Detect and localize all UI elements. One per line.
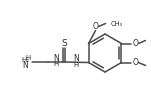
Text: CH₃: CH₃ (150, 62, 151, 68)
Text: O: O (133, 39, 138, 48)
Text: H₂: H₂ (21, 57, 29, 63)
Text: H: H (53, 62, 59, 68)
Text: N: N (22, 60, 28, 70)
Text: S: S (61, 38, 67, 48)
Text: O: O (93, 22, 99, 31)
Text: H: H (73, 62, 78, 68)
Text: O: O (133, 58, 138, 67)
Text: H: H (26, 56, 31, 62)
Text: N: N (53, 54, 59, 63)
Text: CH₃: CH₃ (111, 20, 123, 27)
Text: CH₃: CH₃ (150, 38, 151, 44)
Text: N: N (73, 54, 79, 63)
